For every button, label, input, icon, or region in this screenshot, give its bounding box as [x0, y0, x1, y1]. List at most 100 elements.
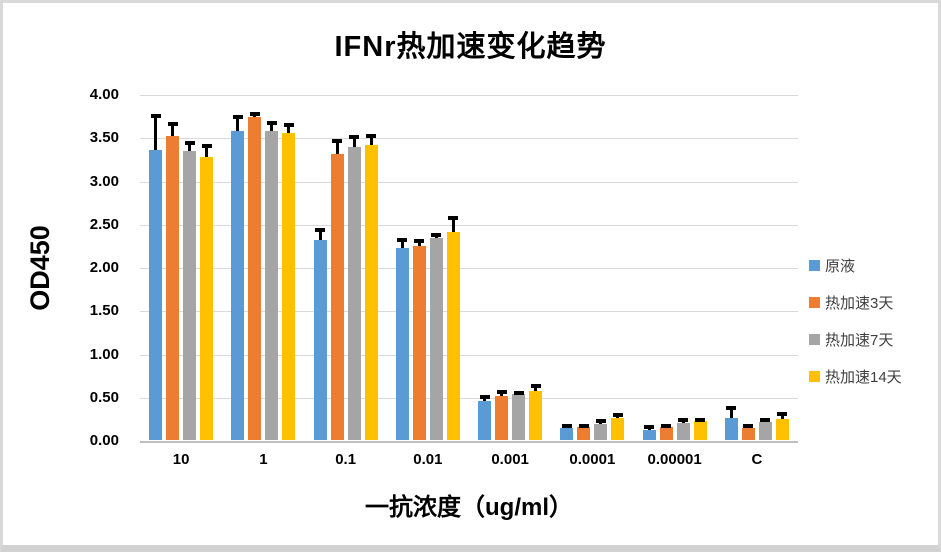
bar-原液-0.00001[interactable]	[642, 425, 656, 440]
bar-原液-0.001[interactable]	[478, 395, 492, 440]
x-axis-title: 一抗浓度（ug/ml）	[365, 494, 573, 521]
bar-热加速3天-0.00001[interactable]	[659, 424, 673, 440]
error-bar	[448, 215, 459, 232]
error-bar	[315, 228, 326, 241]
bar-热加速7天-0.1[interactable]	[347, 134, 361, 440]
error-bar-cap	[332, 138, 343, 143]
error-bar	[777, 412, 788, 420]
error-bar-cap	[283, 122, 294, 127]
y-tick-label: 2.50	[89, 215, 119, 233]
bar-热加速3天-10[interactable]	[166, 121, 180, 440]
bar-热加速7天-C[interactable]	[758, 417, 772, 440]
x-tick-label-0.1: 0.1	[335, 451, 357, 468]
bar-group-0.1	[305, 94, 387, 440]
legend: 原液热加速3天热加速7天热加速14天	[809, 247, 902, 395]
error-bar-cap	[530, 383, 541, 388]
error-bar	[695, 417, 706, 422]
error-bar	[661, 424, 672, 429]
bar-热加速7天-1[interactable]	[265, 120, 279, 440]
chart-title: IFNr热加速变化趋势	[334, 31, 607, 63]
legend-item-热加速3天[interactable]: 热加速3天	[809, 284, 902, 321]
bar-热加速7天-0.0001[interactable]	[594, 419, 608, 440]
error-bar-cap	[397, 238, 408, 243]
error-bar-cap	[777, 412, 788, 417]
bar-热加速14天-0.001[interactable]	[529, 383, 543, 440]
bar-原液-10[interactable]	[149, 113, 163, 440]
error-bar-cap	[479, 395, 490, 400]
bar-热加速3天-0.01[interactable]	[412, 239, 426, 440]
x-tick-label-0.0001: 0.0001	[569, 451, 616, 468]
error-bar	[578, 423, 589, 428]
bar-group-0.00001	[634, 94, 716, 440]
x-tick-label-10: 10	[172, 451, 190, 468]
bar-热加速7天-0.01[interactable]	[429, 233, 443, 440]
error-bar-cap	[612, 413, 623, 418]
bar-热加速7天-0.00001[interactable]	[676, 418, 690, 440]
y-tick-label: 4.00	[89, 86, 119, 103]
error-bar	[249, 112, 260, 117]
bar-热加速14天-1[interactable]	[282, 122, 296, 440]
y-tick-label: 3.00	[89, 172, 119, 190]
error-bar-cap	[726, 406, 737, 411]
error-bar-cap	[760, 417, 771, 422]
y-tick-label: 0.50	[89, 388, 119, 406]
error-bar	[349, 134, 360, 147]
bar-热加速3天-0.001[interactable]	[495, 389, 509, 440]
bar-热加速3天-0.1[interactable]	[330, 138, 344, 440]
bar-热加速3天-0.0001[interactable]	[577, 423, 591, 440]
bar-原液-1[interactable]	[231, 114, 245, 440]
gridline	[140, 138, 798, 140]
error-bar-cap	[167, 121, 178, 126]
legend-swatch-icon	[809, 260, 820, 271]
bar-原液-C[interactable]	[724, 406, 738, 440]
legend-swatch-icon	[809, 334, 820, 345]
bar-热加速3天-C[interactable]	[741, 424, 755, 440]
bar-原液-0.01[interactable]	[395, 238, 409, 440]
bar-原液-0.0001[interactable]	[560, 424, 574, 440]
legend-item-原液[interactable]: 原液	[809, 247, 902, 284]
error-bar	[513, 390, 524, 395]
gridline	[140, 354, 798, 356]
x-axis-line	[140, 441, 798, 443]
bar-group-0.01	[387, 94, 469, 440]
error-bar	[561, 424, 572, 429]
error-bar	[232, 114, 243, 132]
error-bar	[644, 425, 655, 430]
legend-item-热加速7天[interactable]: 热加速7天	[809, 321, 902, 358]
bar-热加速14天-0.0001[interactable]	[611, 413, 625, 440]
error-bar-cap	[249, 112, 260, 117]
error-bar	[150, 113, 161, 151]
error-bar-cap	[578, 423, 589, 428]
bar-热加速7天-0.001[interactable]	[512, 390, 526, 440]
bar-热加速14天-C[interactable]	[775, 412, 789, 440]
bar-热加速14天-10[interactable]	[200, 144, 214, 440]
error-bar	[530, 383, 541, 391]
gridline	[140, 397, 798, 399]
error-bar-cap	[366, 133, 377, 138]
legend-item-热加速14天[interactable]: 热加速14天	[809, 358, 902, 395]
legend-label: 原液	[825, 258, 856, 275]
error-bar	[496, 389, 507, 396]
error-bar-cap	[678, 418, 689, 423]
legend-swatch-icon	[809, 297, 820, 308]
error-bar	[760, 417, 771, 422]
error-bar-cap	[266, 120, 277, 125]
error-bar-cap	[201, 144, 212, 149]
error-bar	[726, 406, 737, 419]
legend-label: 热加速7天	[825, 332, 894, 349]
error-bar	[167, 121, 178, 136]
bar-热加速7天-10[interactable]	[183, 140, 197, 440]
y-tick-label: 3.50	[89, 129, 119, 147]
x-tick-label-0.01: 0.01	[413, 451, 443, 468]
error-bar	[266, 120, 277, 132]
plot-area	[140, 94, 798, 443]
error-bar-cap	[644, 425, 655, 430]
bar-热加速14天-0.1[interactable]	[364, 133, 378, 440]
bar-热加速3天-1[interactable]	[248, 112, 262, 440]
bar-原液-0.1[interactable]	[313, 228, 327, 440]
bar-group-0.0001	[551, 94, 633, 440]
bar-热加速14天-0.00001[interactable]	[693, 417, 707, 440]
x-tick-label-0.00001: 0.00001	[647, 451, 702, 468]
bar-热加速14天-0.01[interactable]	[446, 215, 460, 440]
bar-group-1	[222, 94, 304, 440]
